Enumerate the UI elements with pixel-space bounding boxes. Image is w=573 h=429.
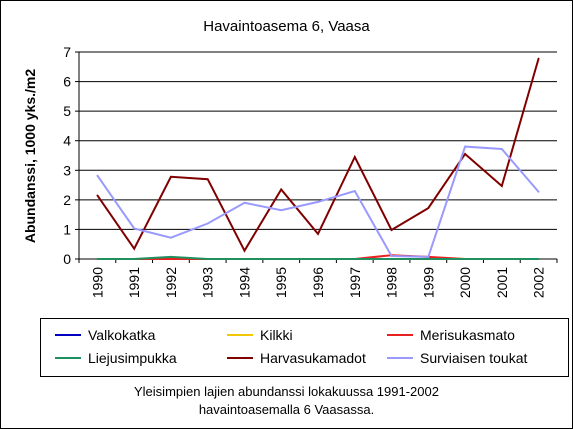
data-point — [390, 258, 393, 260]
data-point — [170, 256, 172, 258]
x-tick-label: 1999 — [420, 267, 436, 298]
data-point — [206, 258, 209, 260]
legend-swatch — [387, 357, 413, 359]
data-point — [537, 190, 540, 193]
legend-swatch — [55, 357, 81, 359]
data-point — [353, 156, 356, 158]
data-point — [500, 258, 503, 260]
legend: Valkokatka Kilkki Merisukasmato Liejusim… — [40, 318, 569, 377]
data-point — [317, 201, 319, 203]
legend-label: Surviaisen toukat — [420, 350, 528, 366]
x-tick-label: 1997 — [347, 267, 363, 298]
legend-label: Valkokatka — [88, 327, 156, 343]
chart-title: Havaintoasema 6, Vaasa — [203, 18, 370, 35]
x-tick-label: 2000 — [457, 267, 473, 298]
data-point — [96, 174, 99, 177]
legend-label: Harvasukamadot — [260, 350, 366, 366]
data-point — [133, 227, 136, 230]
data-point — [133, 258, 136, 260]
legend-item-liejusimpukka: Liejusimpukka — [55, 350, 177, 366]
legend-item-surviaisen-toukat: Surviaisen toukat — [387, 350, 527, 366]
data-point — [353, 258, 356, 260]
data-point — [464, 153, 466, 155]
data-point — [427, 256, 430, 258]
x-tick-label: 2001 — [494, 267, 510, 298]
data-point — [170, 258, 172, 260]
legend-label: Kilkki — [260, 327, 293, 343]
y-tick-label: 4 — [63, 133, 71, 149]
legend-swatch — [227, 357, 253, 359]
legend-swatch — [387, 334, 413, 336]
x-tick-label: 1990 — [89, 267, 105, 298]
data-point — [427, 207, 430, 210]
data-point — [317, 258, 319, 260]
data-point — [243, 201, 246, 204]
data-point — [464, 145, 466, 148]
y-tick-label: 7 — [63, 44, 71, 60]
data-point — [500, 148, 503, 150]
data-point — [280, 209, 283, 212]
legend-item-valkokatka: Valkokatka — [55, 327, 155, 343]
data-point — [243, 258, 246, 260]
y-tick-label: 0 — [63, 251, 71, 267]
x-tick-label: 1991 — [126, 267, 142, 298]
data-point — [280, 258, 283, 260]
x-tick-label: 1995 — [273, 267, 289, 298]
y-tick-label: 5 — [63, 103, 71, 119]
y-tick-label: 1 — [63, 221, 71, 237]
data-point — [390, 255, 393, 257]
x-tick-label: 1994 — [236, 267, 252, 298]
data-point — [280, 188, 283, 191]
data-point — [317, 232, 319, 235]
x-tick-label: 1996 — [310, 267, 326, 298]
data-point — [243, 249, 246, 252]
x-tick-label: 1993 — [200, 267, 216, 298]
legend-item-merisukasmato: Merisukasmato — [387, 327, 515, 343]
data-point — [500, 185, 503, 187]
data-point — [170, 175, 172, 178]
legend-swatch — [227, 334, 253, 336]
data-point — [133, 247, 136, 250]
legend-swatch — [55, 334, 81, 336]
caption-line-1: Yleisimpien lajien abundanssi lokakuussa… — [134, 384, 439, 399]
data-point — [353, 190, 356, 192]
data-point — [96, 194, 99, 197]
data-point — [390, 229, 393, 231]
x-tick-label: 1998 — [384, 267, 400, 298]
data-point — [96, 258, 99, 260]
legend-label: Merisukasmato — [420, 327, 515, 343]
x-tick-label: 1992 — [163, 267, 179, 298]
x-tick-label: 2002 — [531, 267, 547, 298]
caption-line-2: havaintoasemalla 6 Vaasassa. — [198, 402, 375, 417]
y-tick-label: 6 — [63, 74, 71, 90]
legend-label: Liejusimpukka — [88, 350, 177, 366]
data-point — [427, 258, 430, 260]
legend-item-kilkki: Kilkki — [227, 327, 293, 343]
y-tick-label: 3 — [63, 162, 71, 178]
data-point — [464, 258, 466, 260]
series-line-harvasukamadot — [96, 58, 540, 253]
data-point — [206, 222, 209, 225]
data-point — [206, 178, 209, 181]
data-point — [170, 236, 172, 239]
legend-item-harvasukamadot: Harvasukamadot — [227, 350, 366, 366]
data-point — [537, 57, 540, 60]
data-point — [537, 258, 540, 260]
y-tick-label: 2 — [63, 192, 71, 208]
